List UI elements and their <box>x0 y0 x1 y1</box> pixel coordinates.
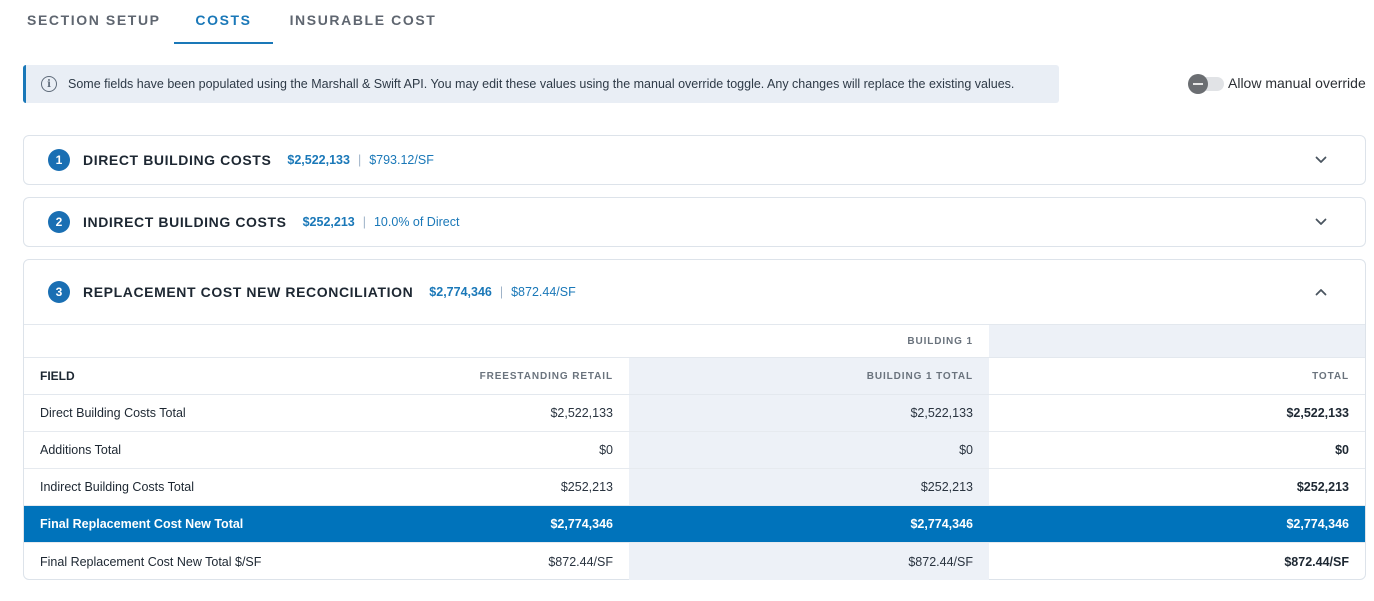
panel-title: DIRECT BUILDING COSTS <box>83 152 272 168</box>
panel-title: INDIRECT BUILDING COSTS <box>83 214 287 230</box>
cell-building-1-total: $2,774,346 <box>910 517 973 531</box>
table-row: Additions Total $0 $0 $0 <box>24 432 1365 469</box>
manual-override-label: Allow manual override <box>1228 75 1366 91</box>
cell-building-1-total: $252,213 <box>629 469 989 505</box>
row-field-label: Indirect Building Costs Total <box>40 480 195 494</box>
column-header-total: TOTAL <box>1312 370 1349 382</box>
cell-total: $252,213 <box>1296 480 1349 494</box>
panel-value: $2,774,346 <box>429 285 492 299</box>
reconciliation-table: BUILDING 1 <box>24 324 1365 358</box>
cell-total: $2,522,133 <box>1286 406 1349 420</box>
panel-separator: | <box>362 215 366 229</box>
group-header-shaded-cell <box>989 325 1365 357</box>
tab-section-setup[interactable]: SECTION SETUP <box>27 12 161 28</box>
cell-building-1-total: $872.44/SF <box>629 543 989 580</box>
cell-freestanding-retail: $252,213 <box>560 480 613 494</box>
panel-subvalue: 10.0% of Direct <box>373 215 460 229</box>
panel-direct-building-costs: 1 DIRECT BUILDING COSTS $2,522,133 | $79… <box>23 135 1366 185</box>
tab-insurable-cost[interactable]: INSURABLE COST <box>289 12 437 28</box>
table-body: FIELD FREESTANDING RETAIL BUILDING 1 TOTAL… <box>24 358 1365 580</box>
info-icon: i <box>41 76 57 92</box>
cell-total: $2,774,346 <box>1286 517 1349 531</box>
panel-header-reconciliation[interactable]: 3 REPLACEMENT COST NEW RECONCILIATION $2… <box>24 260 1365 324</box>
panel-value: $252,213 <box>302 215 355 229</box>
column-header-building-1-total: BUILDING 1 TOTAL <box>629 358 989 394</box>
table-header-row: FIELD FREESTANDING RETAIL BUILDING 1 TOTAL… <box>24 358 1365 395</box>
toggle-knob-icon <box>1188 74 1208 94</box>
panel-indirect-building-costs: 2 INDIRECT BUILDING COSTS $252,213 | 10.… <box>23 197 1366 247</box>
row-field-label: Final Replacement Cost New Total <box>40 517 244 531</box>
panel-separator: | <box>357 153 362 167</box>
column-header-freestanding-retail: FREESTANDING RETAIL <box>479 370 613 382</box>
row-field-label: Direct Building Costs Total <box>40 406 186 420</box>
table-row: Final Replacement Cost New Total $/SF $87… <box>24 543 1365 580</box>
panel-subvalue: $872.44/SF <box>511 285 576 299</box>
row-field-label: Additions Total <box>40 443 122 457</box>
row-field-label: Final Replacement Cost New Total $/SF <box>40 554 262 569</box>
step-number-badge: 1 <box>48 149 70 171</box>
chevron-down-icon[interactable] <box>1315 216 1327 228</box>
panel-header-indirect[interactable]: 2 INDIRECT BUILDING COSTS $252,213 | 10.… <box>24 198 1365 246</box>
cell-freestanding-retail: $2,522,133 <box>550 406 613 420</box>
cell-freestanding-retail: $872.44/SF <box>548 554 613 569</box>
cell-total: $872.44/SF <box>1284 554 1349 569</box>
panel-value: $2,522,133 <box>287 153 350 167</box>
empty-header-cell <box>324 325 629 357</box>
cell-building-1-total: $0 <box>629 432 989 468</box>
manual-override-toggle[interactable] <box>1188 73 1224 94</box>
cell-freestanding-retail: $2,774,346 <box>550 517 613 531</box>
table-row: Indirect Building Costs Total $252,213 $25… <box>24 469 1365 506</box>
info-banner: i Some fields have been populated using … <box>23 65 1059 103</box>
group-header-building-1: BUILDING 1 <box>907 335 973 347</box>
chevron-up-icon[interactable] <box>1315 286 1327 298</box>
step-number-badge: 2 <box>48 211 70 233</box>
table-group-header-row: BUILDING 1 <box>24 325 1365 358</box>
step-number-badge: 3 <box>48 281 70 303</box>
banner-text: Some fields have been populated using th… <box>68 77 1015 91</box>
panel-title: REPLACEMENT COST NEW RECONCILIATION <box>83 284 414 300</box>
cell-total: $0 <box>1335 443 1349 457</box>
tab-bar: SECTION SETUP COSTS INSURABLE COST <box>0 0 1374 46</box>
manual-override-control[interactable]: Allow manual override <box>1188 73 1366 94</box>
panel-separator: | <box>499 285 504 299</box>
panel-subvalue: $793.12/SF <box>369 153 434 167</box>
cell-building-1-total: $2,522,133 <box>629 395 989 431</box>
cell-freestanding-retail: $0 <box>599 443 613 457</box>
column-header-field: FIELD <box>40 369 75 383</box>
panel-header-direct[interactable]: 1 DIRECT BUILDING COSTS $2,522,133 | $79… <box>24 136 1365 184</box>
chevron-down-icon[interactable] <box>1315 154 1327 166</box>
table-row: Direct Building Costs Total $2,522,133 $2,… <box>24 395 1365 432</box>
tab-costs[interactable]: COSTS <box>174 0 273 44</box>
table-row-highlighted: Final Replacement Cost New Total $2,774,3… <box>24 506 1365 543</box>
